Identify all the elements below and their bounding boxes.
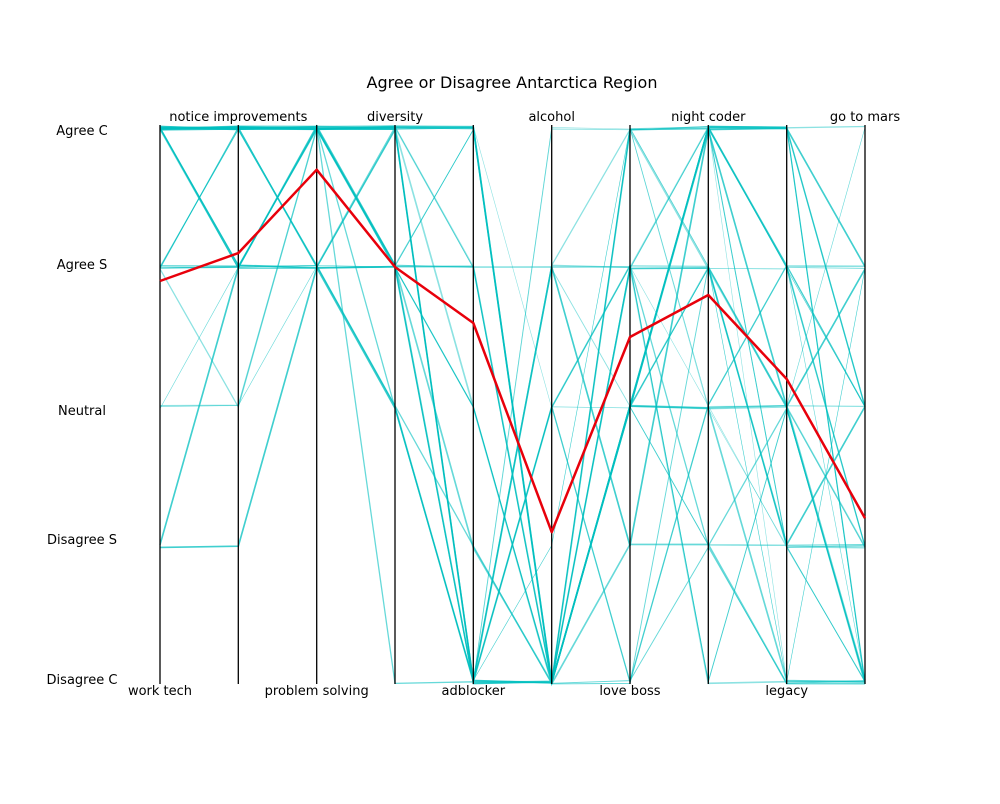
axis-label-legacy: legacy xyxy=(765,684,808,699)
axis-labels: work tech notice improvements problem solv… xyxy=(128,110,900,699)
axis-label-work-tech: work tech xyxy=(128,684,192,699)
axes xyxy=(159,125,866,684)
axis-label-diversity: diversity xyxy=(367,110,423,125)
level-label-disagree-c: Disagree C xyxy=(47,673,118,688)
response-lines xyxy=(159,124,866,687)
axis-label-adblocker: adblocker xyxy=(442,684,506,699)
level-label-agree-s: Agree S xyxy=(57,258,108,273)
response-line xyxy=(159,125,866,685)
axis-label-go-to-mars: go to mars xyxy=(830,110,900,125)
response-line xyxy=(159,126,866,685)
response-line xyxy=(159,126,866,683)
level-label-agree-c: Agree C xyxy=(56,124,107,139)
axis-label-love-boss: love boss xyxy=(599,684,660,699)
axis-label-problem-solving: problem solving xyxy=(265,684,369,699)
level-labels: Agree C Agree S Neutral Disagree S Disagree … xyxy=(47,124,118,688)
highlight-line xyxy=(159,168,867,534)
level-label-neutral: Neutral xyxy=(58,404,106,419)
highlight-layer xyxy=(159,168,867,534)
response-line xyxy=(159,125,866,685)
level-label-disagree-s: Disagree S xyxy=(47,533,117,548)
axis-label-notice-improvements: notice improvements xyxy=(169,110,307,125)
axis-label-alcohol: alcohol xyxy=(528,110,574,125)
axis-label-night-coder: night coder xyxy=(671,110,746,125)
response-line xyxy=(159,126,866,682)
chart-title: Agree or Disagree Antarctica Region xyxy=(367,73,658,92)
